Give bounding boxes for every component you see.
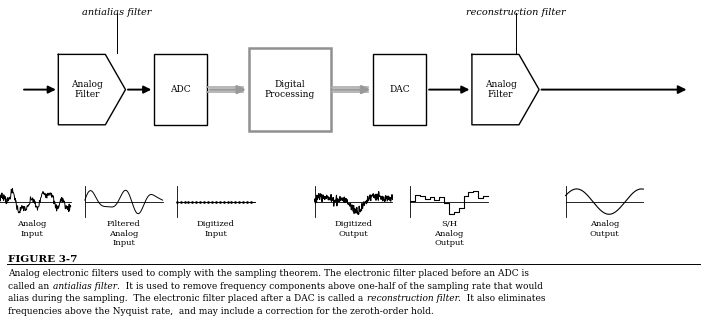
Bar (249, 48, 330, 131)
Text: Analog
Output: Analog Output (590, 220, 619, 237)
Text: FIGURE 3-7: FIGURE 3-7 (8, 255, 78, 264)
Text: antialias filter: antialias filter (82, 8, 151, 17)
Text: Filtered
Analog
Input: Filtered Analog Input (107, 220, 141, 247)
Text: DAC: DAC (389, 85, 410, 94)
Text: S/H
Analog
Output: S/H Analog Output (434, 220, 464, 247)
Bar (154, 54, 207, 125)
Polygon shape (58, 54, 126, 125)
Bar (373, 54, 426, 125)
Polygon shape (472, 54, 539, 125)
Text: antialias filter: antialias filter (52, 282, 117, 291)
Text: ADC: ADC (170, 85, 191, 94)
Text: Digitized
Output: Digitized Output (334, 220, 373, 237)
Text: Analog
Input: Analog Input (17, 220, 47, 237)
Text: Digital
Processing: Digital Processing (264, 80, 315, 99)
Text: frequencies above the Nyquist rate,  and may include a correction for the zeroth: frequencies above the Nyquist rate, and … (8, 307, 434, 316)
Text: Digitized
Input: Digitized Input (197, 220, 235, 237)
Text: Analog electronic filters used to comply with the sampling theorem. The electron: Analog electronic filters used to comply… (8, 269, 530, 278)
Text: alias during the sampling.  The electronic filter placed after a DAC is called a: alias during the sampling. The electroni… (8, 294, 367, 303)
Text: reconstruction filter: reconstruction filter (367, 294, 458, 303)
Text: Analog
Filter: Analog Filter (484, 80, 516, 99)
Text: .  It is used to remove frequency components above one-half of the sampling rate: . It is used to remove frequency compone… (117, 282, 542, 291)
Text: called an: called an (8, 282, 52, 291)
Text: .  It also eliminates: . It also eliminates (458, 294, 546, 303)
Text: reconstruction filter: reconstruction filter (467, 8, 566, 17)
Text: Analog
Filter: Analog Filter (71, 80, 103, 99)
